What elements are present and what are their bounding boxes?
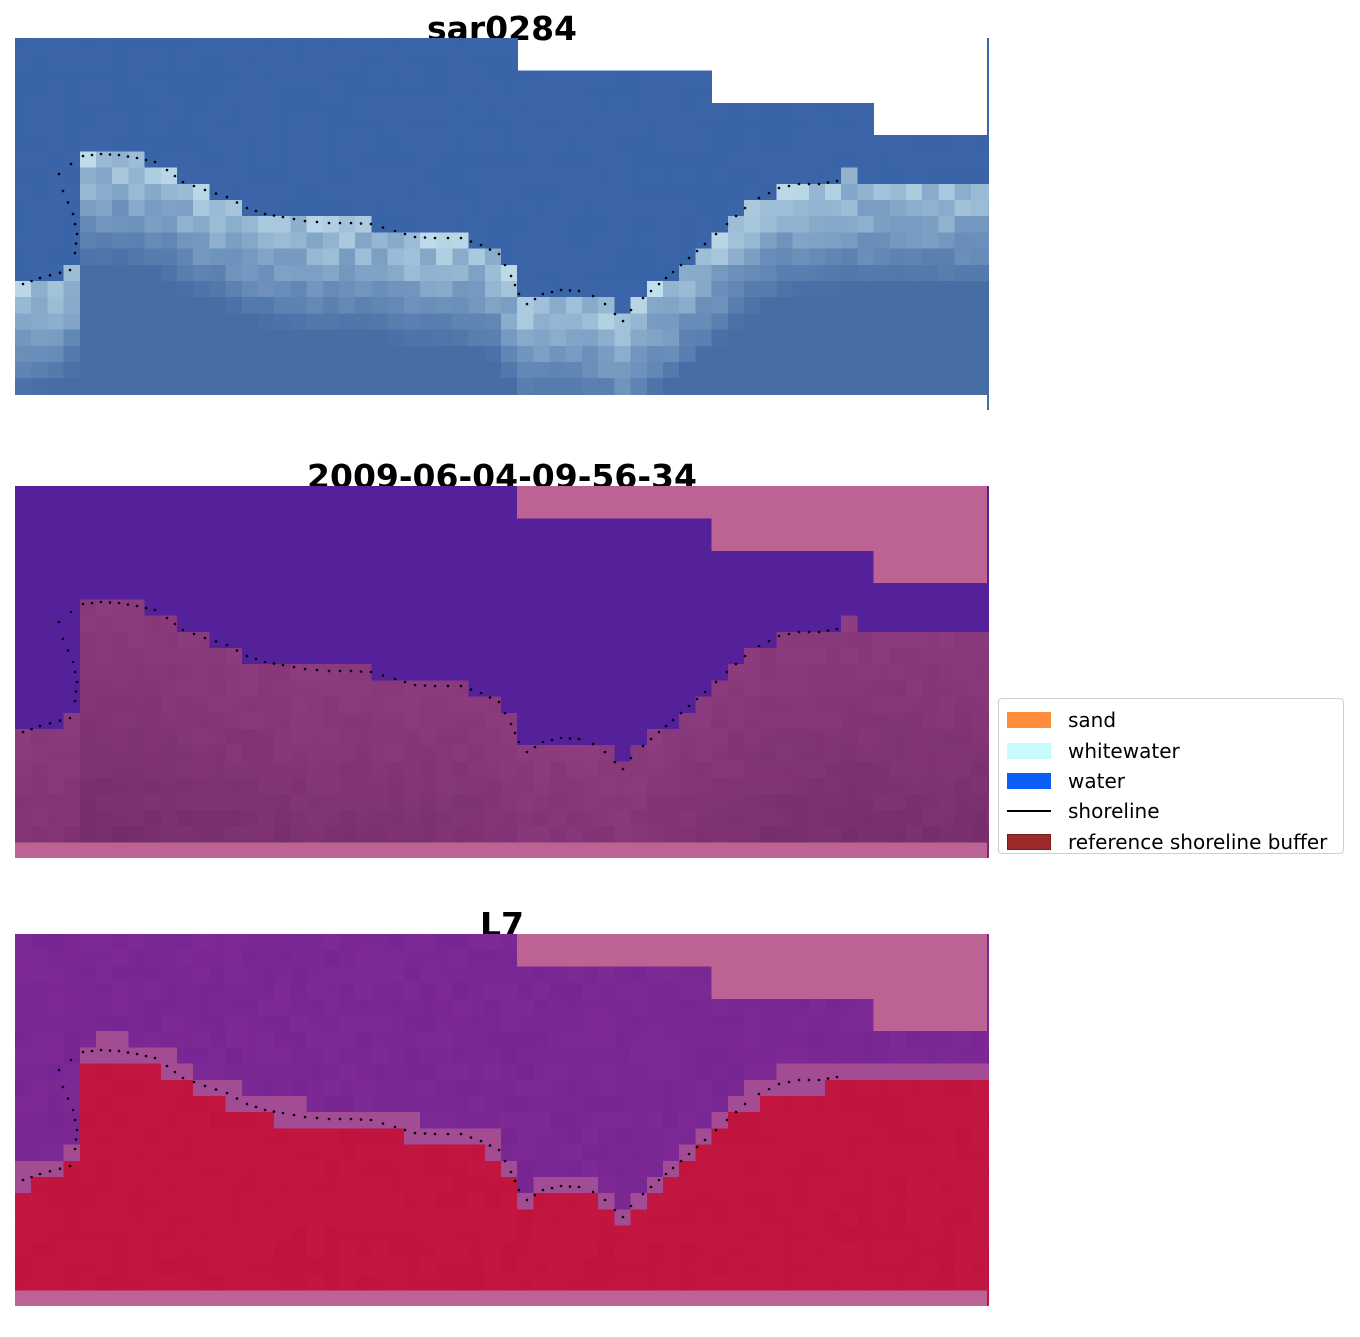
legend-item-reference-buffer: reference shoreline buffer [1007, 827, 1335, 857]
reference-buffer-swatch [1007, 833, 1051, 850]
legend-item-water: water [1007, 766, 1335, 796]
legend-item-whitewater: whitewater [1007, 735, 1335, 765]
legend-label-whitewater: whitewater [1068, 738, 1180, 763]
legend-item-shoreline: shoreline [1007, 796, 1335, 826]
legend-label-reference-buffer: reference shoreline buffer [1068, 829, 1328, 854]
legend-label-sand: sand [1068, 708, 1117, 733]
legend-label-water: water [1068, 768, 1125, 793]
legend-item-sand: sand [1007, 705, 1335, 735]
legend: sand whitewater water shoreline referenc… [998, 698, 1344, 854]
whitewater-swatch [1007, 742, 1051, 759]
shoreline-line-swatch [1007, 810, 1051, 813]
shoreline-dots [21, 1048, 839, 1219]
sand-swatch [1007, 712, 1051, 729]
classified-image-panel [15, 486, 989, 858]
raster-pixels [15, 38, 989, 410]
raster-pixels [15, 486, 989, 858]
shoreline-dots [21, 152, 839, 323]
rgb-image-panel [15, 38, 989, 410]
legend-label-shoreline: shoreline [1068, 799, 1160, 824]
raster-pixels [15, 934, 989, 1306]
water-swatch [1007, 772, 1051, 789]
index-image-panel [15, 934, 989, 1306]
shoreline-dots [21, 600, 839, 771]
